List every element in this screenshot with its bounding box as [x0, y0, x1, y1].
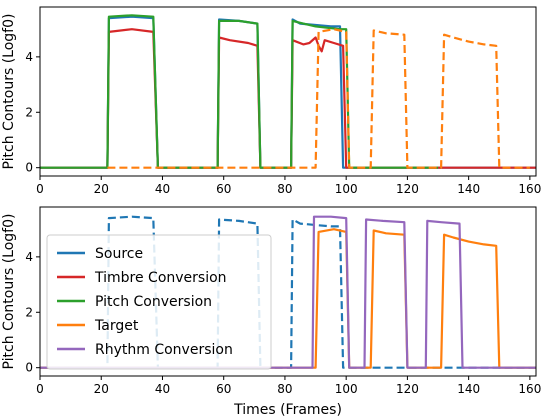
axes-frame: [39, 206, 537, 377]
x-tick-label: 80: [277, 182, 292, 196]
legend-box: [46, 234, 272, 370]
legend: Source Timbre Conversion Pitch Conversion T…: [46, 234, 272, 370]
x-tick-label: 20: [94, 382, 109, 396]
x-tick-label: 60: [216, 382, 231, 396]
series-group: [40, 215, 536, 369]
x-tick-label: 0: [36, 182, 44, 196]
series-line-pitch-conversion: [40, 14, 438, 169]
series-line-rhythm-conversion: [40, 215, 536, 369]
x-tick-label: 160: [518, 382, 541, 396]
series-line-target: [107, 28, 530, 169]
y-axis-label: Pitch Contours (Logf0): [1, 14, 17, 170]
x-tick-label: 120: [396, 382, 419, 396]
x-tick-label: 40: [155, 382, 170, 396]
y-axis-label: Pitch Contours (Logf0): [1, 214, 17, 370]
x-tick-label: 80: [277, 382, 292, 396]
x-tick-label: 140: [457, 182, 480, 196]
x-tick-label: 0: [36, 382, 44, 396]
y-tick-label: 0: [25, 161, 33, 175]
legend-label: Pitch Conversion: [95, 294, 212, 310]
bottom-plot: 0 20 40 60 80 100 120 140 160 0 2 4 Pitch Contours (…: [1, 206, 541, 418]
series-line-timbre-conversion: [40, 28, 536, 169]
x-tick-label: 40: [155, 182, 170, 196]
y-tick-label: 0: [25, 361, 33, 375]
x-tick-label: 140: [457, 382, 480, 396]
x-tick-label: 60: [216, 182, 231, 196]
legend-label: Timbre Conversion: [94, 270, 227, 286]
y-tick-label: 4: [25, 50, 33, 64]
x-tick-label: 120: [396, 182, 419, 196]
top-plot: 0 20 40 60 80 100 120 140 160 0 2 4 Pitch Contours (…: [1, 6, 541, 196]
y-tick-label: 2: [25, 105, 33, 119]
legend-label: Source: [95, 246, 143, 262]
y-tick-label: 4: [25, 250, 33, 264]
x-tick-label: 100: [335, 182, 358, 196]
legend-label: Rhythm Conversion: [95, 342, 233, 358]
y-tick-label: 2: [25, 305, 33, 319]
legend-label: Target: [94, 318, 139, 334]
series-group: [40, 14, 536, 169]
x-tick-label: 20: [94, 182, 109, 196]
x-axis-label: Times (Frames): [233, 402, 342, 418]
x-tick-label: 100: [335, 382, 358, 396]
axes-frame: [39, 6, 537, 177]
series-line-source: [40, 215, 536, 369]
x-tick-label: 160: [518, 182, 541, 196]
